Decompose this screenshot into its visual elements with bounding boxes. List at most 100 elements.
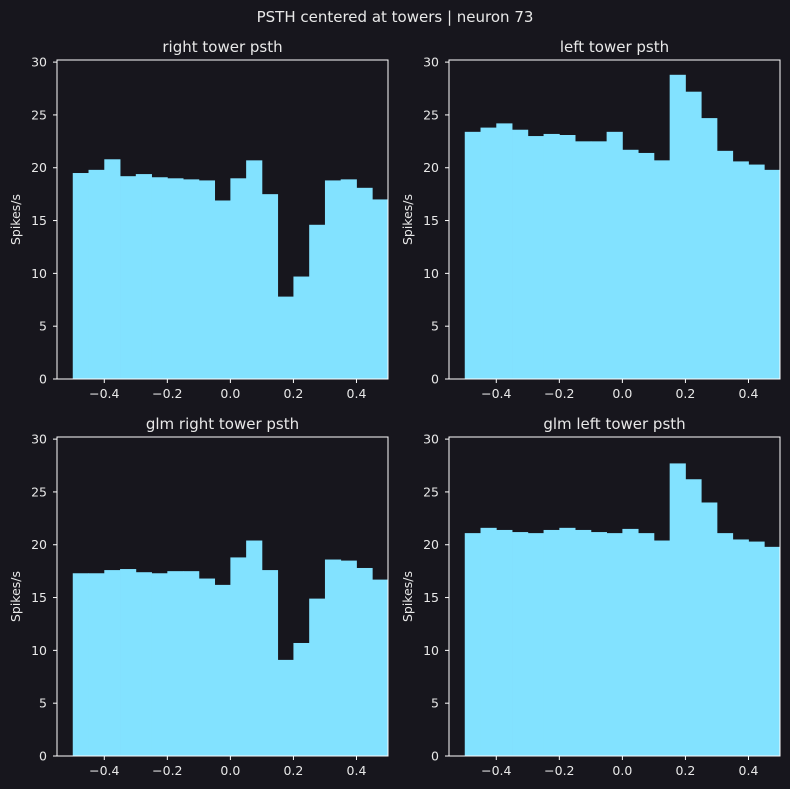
panel-glm-right-tower-xtick-label: −0.4 bbox=[89, 763, 119, 778]
panel-glm-right-tower-xtick-label: 0.4 bbox=[347, 763, 367, 778]
panel-glm-right-tower-ytick-label: 25 bbox=[31, 484, 47, 499]
panel-glm-right-tower-bar bbox=[340, 560, 357, 756]
panel-glm-left-tower-bar bbox=[669, 463, 686, 756]
panel-right-tower-bar bbox=[293, 276, 310, 379]
panel-left-tower-bar bbox=[464, 131, 481, 379]
panel-right-tower-ytick-label: 0 bbox=[39, 372, 47, 387]
panel-glm-left-tower-bar bbox=[622, 528, 639, 756]
panel-left-tower-bar bbox=[622, 149, 639, 379]
panel-right-tower: −0.4 −0.2 0.0 0.2 0.4 0 5 10 15 20 25 30 right tower… bbox=[8, 38, 389, 401]
panel-right-tower-xtick-label: −0.2 bbox=[152, 386, 182, 401]
panel-left-tower-bar bbox=[716, 150, 734, 379]
panel-left-tower-bar bbox=[638, 152, 655, 379]
panel-glm-right-tower-title: glm right tower psth bbox=[146, 415, 299, 433]
panel-left-tower-bar bbox=[685, 91, 702, 379]
panel-glm-left-tower-bar bbox=[527, 533, 544, 756]
panel-glm-left-tower-title: glm left tower psth bbox=[543, 415, 685, 433]
panel-glm-left-tower-xtick-label: −0.4 bbox=[481, 763, 511, 778]
panel-right-tower-bar bbox=[120, 176, 137, 379]
panel-left-tower-bar bbox=[748, 164, 765, 379]
panel-left-tower-bar bbox=[764, 169, 781, 379]
panel-glm-right-tower-ytick-label: 15 bbox=[31, 590, 47, 605]
panel-glm-right-tower-bar bbox=[230, 557, 247, 756]
panel-left-tower-frame bbox=[448, 59, 781, 380]
panel-right-tower-bar bbox=[151, 177, 168, 379]
panel-glm-left-tower-bar bbox=[764, 546, 781, 756]
panel-right-tower-bar bbox=[324, 180, 342, 379]
panel-glm-right-tower-bar bbox=[167, 571, 184, 756]
panel-left-tower-bar bbox=[496, 123, 513, 379]
panel-glm-right-tower-xtick-label: 0.0 bbox=[220, 763, 240, 778]
panel-right-tower-xtick-label: 0.4 bbox=[347, 386, 367, 401]
panel-right-tower-xtick-label: −0.4 bbox=[89, 386, 119, 401]
panel-glm-right-tower-bar bbox=[120, 569, 137, 756]
panel-glm-left-tower: −0.4 −0.2 0.0 0.2 0.4 0 5 10 15 20 25 30 glm left to… bbox=[400, 415, 781, 778]
panel-glm-left-tower-ylabel: Spikes/s bbox=[400, 571, 415, 622]
panel-glm-left-tower-bar bbox=[464, 533, 481, 756]
panel-glm-left-tower-bar bbox=[496, 529, 513, 756]
panel-glm-right-tower-ytick-label: 10 bbox=[31, 643, 47, 658]
panel-glm-right-tower-xtick-label: −0.2 bbox=[152, 763, 182, 778]
panel-left-tower-xtick-label: −0.4 bbox=[481, 386, 511, 401]
panel-left-tower-bar bbox=[559, 135, 576, 379]
panel-glm-left-tower-bar bbox=[606, 533, 623, 756]
panel-right-tower-bar bbox=[340, 179, 357, 379]
panel-glm-left-tower-xtick-label: 0.4 bbox=[739, 763, 759, 778]
panel-right-tower-bar bbox=[104, 159, 121, 379]
panel-left-tower-xtick-label: 0.4 bbox=[739, 386, 759, 401]
panel-glm-right-tower-xtick-label: 0.2 bbox=[283, 763, 303, 778]
panel-glm-left-tower-bar bbox=[653, 540, 671, 756]
panel-glm-left-tower-ytick-label: 10 bbox=[423, 643, 439, 658]
panel-glm-left-tower-bar bbox=[732, 539, 749, 756]
panel-right-tower-ytick-label: 25 bbox=[31, 107, 47, 122]
panel-glm-left-tower-ytick-label: 30 bbox=[423, 432, 439, 447]
panel-left-tower-xtick-label: 0.2 bbox=[675, 386, 695, 401]
panel-right-tower-bar bbox=[246, 160, 263, 379]
panel-glm-left-tower-bar bbox=[512, 532, 529, 756]
panel-left-tower-ytick-label: 5 bbox=[431, 319, 439, 334]
panel-glm-right-tower-bar bbox=[72, 573, 89, 756]
panel-left-tower-ytick-label: 0 bbox=[431, 372, 439, 387]
panel-glm-left-tower-ytick-label: 5 bbox=[431, 696, 439, 711]
panel-right-tower-bar bbox=[88, 169, 105, 379]
panel-left-tower-ylabel: Spikes/s bbox=[400, 194, 415, 245]
panel-left-tower-bar bbox=[575, 141, 592, 379]
panel-glm-left-tower-ytick-label: 20 bbox=[423, 537, 439, 552]
panel-glm-left-tower-bar bbox=[480, 527, 497, 756]
panel-left-tower-bar bbox=[543, 133, 560, 379]
panel-left-tower-xtick-label: 0.0 bbox=[612, 386, 632, 401]
panel-glm-left-tower-xtick-label: −0.2 bbox=[544, 763, 574, 778]
panel-glm-left-tower-xtick-label: 0.0 bbox=[612, 763, 632, 778]
panel-glm-right-tower-bar bbox=[104, 570, 121, 756]
panel-glm-left-tower-bar bbox=[748, 541, 765, 756]
panel-glm-right-tower: −0.4 −0.2 0.0 0.2 0.4 0 5 10 15 20 25 30 glm right t… bbox=[8, 415, 389, 778]
panel-glm-left-tower-bar bbox=[685, 479, 702, 756]
panel-right-tower-bar bbox=[214, 200, 231, 379]
panel-glm-right-tower-ylabel: Spikes/s bbox=[8, 571, 23, 622]
panel-glm-left-tower-bar bbox=[716, 533, 734, 756]
panel-glm-left-tower-bar bbox=[543, 529, 560, 756]
panel-glm-right-tower-bar bbox=[135, 572, 152, 756]
panel-right-tower-bar bbox=[277, 296, 294, 379]
panel-glm-right-tower-ytick-label: 5 bbox=[39, 696, 47, 711]
panel-glm-right-tower-ytick-label: 30 bbox=[31, 432, 47, 447]
panel-glm-right-tower-bar bbox=[261, 570, 279, 756]
panel-left-tower-title: left tower psth bbox=[560, 38, 669, 56]
panel-left-tower-bar bbox=[701, 118, 718, 379]
panel-glm-right-tower-bar bbox=[309, 598, 326, 756]
panel-left-tower: −0.4 −0.2 0.0 0.2 0.4 0 5 10 15 20 25 30 left tower … bbox=[400, 38, 781, 401]
panel-glm-right-tower-bar bbox=[198, 578, 216, 756]
panel-right-tower-bar bbox=[72, 173, 89, 379]
panel-glm-right-tower-bar bbox=[246, 540, 263, 756]
panel-right-tower-bar bbox=[167, 178, 184, 379]
panel-left-tower-bar bbox=[480, 127, 497, 379]
panel-right-tower-ytick-label: 10 bbox=[31, 266, 47, 281]
panel-glm-right-tower-bar bbox=[88, 573, 105, 756]
panel-glm-right-tower-bar bbox=[214, 584, 231, 756]
panel-left-tower-bar bbox=[606, 131, 623, 379]
panel-glm-right-tower-bar bbox=[151, 573, 168, 756]
panel-glm-left-tower-ytick-label: 0 bbox=[431, 749, 439, 764]
panel-glm-left-tower-ytick-label: 15 bbox=[423, 590, 439, 605]
panel-right-tower-bar bbox=[372, 199, 389, 379]
